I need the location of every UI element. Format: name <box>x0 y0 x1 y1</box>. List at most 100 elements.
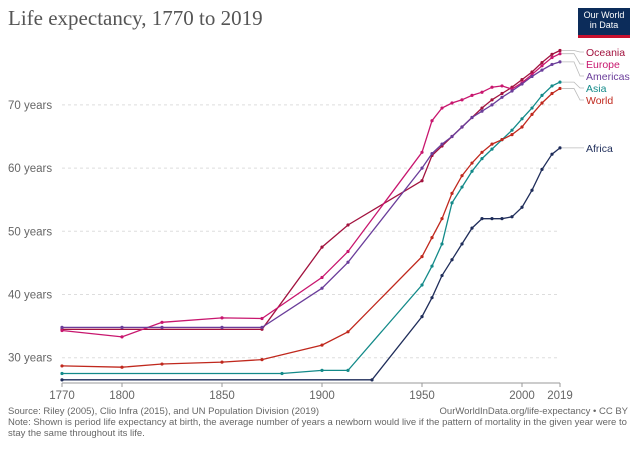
data-point-americas[interactable] <box>500 95 504 99</box>
data-point-europe[interactable] <box>120 335 124 339</box>
data-point-asia[interactable] <box>450 201 454 205</box>
data-point-oceania[interactable] <box>490 98 494 102</box>
data-point-africa[interactable] <box>420 315 424 319</box>
data-point-oceania[interactable] <box>530 70 534 74</box>
data-point-world[interactable] <box>346 330 350 334</box>
data-point-oceania[interactable] <box>346 223 350 227</box>
data-point-americas[interactable] <box>460 125 464 129</box>
series-line-oceania[interactable] <box>62 49 561 330</box>
data-point-americas[interactable] <box>510 89 514 93</box>
data-point-africa[interactable] <box>450 258 454 262</box>
data-point-americas[interactable] <box>160 325 164 329</box>
data-point-americas[interactable] <box>480 109 484 113</box>
data-point-oceania[interactable] <box>558 48 562 53</box>
data-point-americas[interactable] <box>430 151 434 156</box>
data-point-americas[interactable] <box>320 286 324 290</box>
data-point-asia[interactable] <box>550 84 554 88</box>
data-point-oceania[interactable] <box>480 106 484 110</box>
legend-label-oceania[interactable]: Oceania <box>586 47 625 59</box>
data-point-oceania[interactable] <box>420 179 424 183</box>
data-point-world[interactable] <box>480 150 484 154</box>
data-point-africa[interactable] <box>480 217 484 221</box>
data-point-africa[interactable] <box>500 217 504 221</box>
data-point-asia[interactable] <box>320 368 324 372</box>
data-point-europe[interactable] <box>470 93 474 98</box>
data-point-world[interactable] <box>440 217 444 221</box>
data-point-europe[interactable] <box>320 275 324 280</box>
legend-label-europe[interactable]: Europe <box>586 59 620 71</box>
data-point-americas[interactable] <box>470 115 474 120</box>
data-point-world[interactable] <box>540 101 544 105</box>
data-point-americas[interactable] <box>420 166 424 170</box>
legend-label-africa[interactable]: Africa <box>586 143 613 155</box>
data-point-africa[interactable] <box>470 226 474 230</box>
data-point-world[interactable] <box>530 112 534 116</box>
data-point-asia[interactable] <box>480 157 484 161</box>
data-point-asia[interactable] <box>60 371 64 376</box>
data-point-world[interactable] <box>220 360 224 364</box>
data-point-europe[interactable] <box>220 316 224 320</box>
data-point-world[interactable] <box>60 364 64 368</box>
data-point-europe[interactable] <box>346 249 350 254</box>
data-point-world[interactable] <box>430 236 434 240</box>
data-point-europe[interactable] <box>430 119 434 123</box>
legend-label-americas[interactable]: Americas <box>586 71 630 83</box>
series-line-africa[interactable] <box>62 147 561 381</box>
data-point-oceania[interactable] <box>540 60 544 65</box>
data-point-africa[interactable] <box>530 188 534 192</box>
data-point-world[interactable] <box>490 142 494 146</box>
data-point-world[interactable] <box>520 125 524 129</box>
data-point-asia[interactable] <box>346 368 350 372</box>
data-point-world[interactable] <box>558 86 562 91</box>
data-point-africa[interactable] <box>550 152 554 156</box>
data-point-americas[interactable] <box>440 142 444 146</box>
data-point-europe[interactable] <box>480 90 484 94</box>
data-point-africa[interactable] <box>370 378 374 382</box>
data-point-world[interactable] <box>470 161 474 165</box>
data-point-asia[interactable] <box>490 147 494 151</box>
series-line-europe[interactable] <box>61 53 561 338</box>
data-point-asia[interactable] <box>540 93 544 98</box>
data-point-americas[interactable] <box>530 74 534 79</box>
data-point-africa[interactable] <box>60 378 64 382</box>
data-point-americas[interactable] <box>260 325 264 329</box>
data-point-world[interactable] <box>500 138 504 142</box>
data-point-americas[interactable] <box>558 60 562 64</box>
series-line-world[interactable] <box>61 87 561 368</box>
data-point-americas[interactable] <box>220 325 224 329</box>
data-point-africa[interactable] <box>520 205 524 209</box>
data-point-americas[interactable] <box>490 103 494 107</box>
data-point-europe[interactable] <box>450 101 454 105</box>
data-point-oceania[interactable] <box>550 52 554 56</box>
legend-label-world[interactable]: World <box>586 95 613 107</box>
data-point-europe[interactable] <box>420 150 424 154</box>
legend-label-asia[interactable]: Asia <box>586 83 607 95</box>
data-point-americas[interactable] <box>346 260 350 264</box>
data-point-europe[interactable] <box>500 84 504 88</box>
data-point-asia[interactable] <box>530 106 534 110</box>
data-point-asia[interactable] <box>520 117 524 121</box>
data-point-africa[interactable] <box>510 215 514 219</box>
data-point-asia[interactable] <box>558 80 562 84</box>
data-point-europe[interactable] <box>550 55 554 60</box>
data-point-europe[interactable] <box>460 98 464 102</box>
data-point-americas[interactable] <box>450 134 454 139</box>
data-point-europe[interactable] <box>490 85 494 89</box>
data-point-asia[interactable] <box>280 371 284 376</box>
data-point-oceania[interactable] <box>520 78 524 82</box>
data-point-africa[interactable] <box>430 296 434 300</box>
data-point-world[interactable] <box>420 254 424 259</box>
data-point-oceania[interactable] <box>500 91 504 96</box>
data-point-asia[interactable] <box>420 283 424 287</box>
url-credit-link[interactable]: OurWorldInData.org/life-expectancy • CC … <box>439 406 628 417</box>
data-point-world[interactable] <box>450 191 454 195</box>
data-point-europe[interactable] <box>440 106 444 110</box>
data-point-americas[interactable] <box>120 325 124 329</box>
data-point-europe[interactable] <box>260 316 264 321</box>
data-point-africa[interactable] <box>490 217 494 221</box>
series-line-americas[interactable] <box>62 61 561 329</box>
data-point-world[interactable] <box>510 132 514 137</box>
data-point-oceania[interactable] <box>320 245 324 249</box>
data-point-americas[interactable] <box>520 82 524 86</box>
data-point-world[interactable] <box>460 174 464 178</box>
